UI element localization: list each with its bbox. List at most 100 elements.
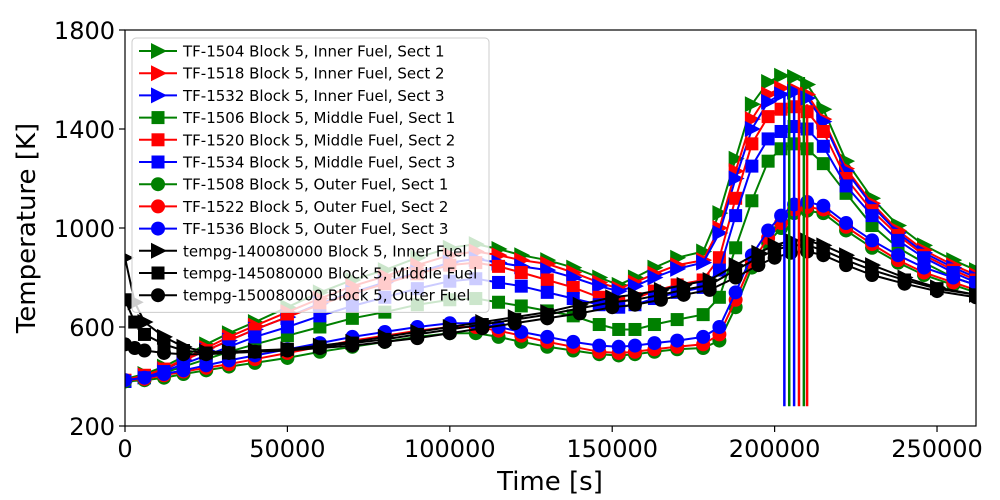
legend-label: TF-1532 Block 5, Inner Fuel, Sect 3 bbox=[182, 87, 445, 105]
legend-marker bbox=[151, 266, 165, 280]
data-point bbox=[712, 320, 727, 334]
legend-item: TF-1518 Block 5, Inner Fuel, Sect 2 bbox=[139, 65, 445, 83]
data-point bbox=[612, 322, 626, 336]
data-point bbox=[816, 139, 830, 153]
vertical-drops bbox=[783, 77, 809, 407]
data-point bbox=[761, 154, 775, 168]
data-point bbox=[540, 285, 554, 299]
x-tick-label: 0 bbox=[117, 435, 132, 463]
data-point bbox=[774, 102, 788, 116]
data-point bbox=[891, 233, 905, 247]
data-point bbox=[745, 194, 759, 208]
y-tick-label: 1000 bbox=[54, 215, 115, 243]
legend-item: TF-1534 Block 5, Middle Fuel, Sect 3 bbox=[139, 154, 455, 172]
data-point bbox=[572, 306, 587, 321]
data-point bbox=[592, 338, 607, 353]
legend-marker bbox=[151, 133, 165, 147]
legend-item: TF-1522 Block 5, Outer Fuel, Sect 2 bbox=[139, 198, 448, 216]
x-tick-label: 200000 bbox=[729, 435, 821, 463]
y-tick-label: 1800 bbox=[54, 17, 115, 45]
data-point bbox=[767, 250, 782, 265]
data-point bbox=[774, 124, 788, 138]
data-point bbox=[540, 329, 555, 344]
legend-label: TF-1504 Block 5, Inner Fuel, Sect 1 bbox=[182, 43, 445, 61]
data-point bbox=[492, 275, 506, 289]
data-point bbox=[280, 320, 294, 334]
data-point bbox=[744, 121, 761, 137]
data-point bbox=[761, 110, 775, 124]
legend-item: TF-1508 Block 5, Outer Fuel, Sect 1 bbox=[139, 176, 448, 194]
x-tick-label: 150000 bbox=[566, 435, 658, 463]
data-point bbox=[176, 347, 191, 362]
legend-item: TF-1536 Block 5, Outer Fuel, Sect 3 bbox=[139, 220, 448, 238]
series-11 bbox=[125, 244, 976, 362]
data-point bbox=[199, 358, 214, 373]
data-point bbox=[514, 299, 528, 313]
data-point bbox=[540, 311, 555, 326]
legend-marker bbox=[151, 288, 165, 303]
legend-label: TF-1506 Block 5, Middle Fuel, Sect 1 bbox=[182, 109, 455, 127]
legend-marker bbox=[151, 43, 167, 59]
data-point bbox=[696, 329, 711, 344]
data-point bbox=[729, 209, 743, 223]
legend-item: TF-1520 Block 5, Middle Fuel, Sect 2 bbox=[139, 131, 455, 149]
data-point bbox=[611, 339, 626, 354]
data-point bbox=[745, 159, 759, 173]
data-point bbox=[745, 137, 759, 151]
data-point bbox=[917, 251, 931, 265]
data-point bbox=[156, 345, 171, 360]
data-point bbox=[345, 338, 360, 353]
data-point bbox=[128, 315, 142, 329]
data-point bbox=[345, 311, 359, 325]
data-point bbox=[647, 318, 661, 332]
data-point bbox=[647, 269, 664, 286]
data-point bbox=[566, 334, 581, 349]
data-point bbox=[137, 343, 152, 358]
data-point bbox=[566, 280, 580, 294]
data-point bbox=[137, 370, 152, 385]
data-point bbox=[865, 233, 880, 248]
data-point bbox=[839, 216, 854, 231]
legend-label: TF-1508 Block 5, Outer Fuel, Sect 1 bbox=[182, 176, 448, 194]
data-point bbox=[492, 259, 506, 273]
legend-marker bbox=[151, 177, 165, 192]
data-point bbox=[761, 223, 776, 238]
data-point bbox=[199, 347, 214, 362]
data-point bbox=[312, 341, 327, 356]
data-point bbox=[744, 96, 761, 113]
data-point bbox=[592, 278, 609, 295]
series-line bbox=[125, 250, 976, 356]
y-tick-label: 1400 bbox=[54, 116, 115, 144]
data-point bbox=[696, 308, 710, 322]
data-point bbox=[761, 73, 778, 90]
data-point bbox=[670, 333, 685, 348]
legend-item: tempg-140080000 Block 5, Inner Fuel bbox=[139, 242, 467, 260]
y-tick-label: 200 bbox=[69, 413, 115, 441]
data-point bbox=[946, 270, 961, 285]
data-point bbox=[761, 132, 775, 146]
data-point bbox=[627, 338, 642, 353]
data-point bbox=[787, 69, 804, 86]
data-point bbox=[492, 295, 506, 309]
data-point bbox=[670, 260, 687, 277]
data-point bbox=[712, 290, 726, 304]
legend-label: TF-1520 Block 5, Middle Fuel, Sect 2 bbox=[182, 131, 455, 149]
data-point bbox=[507, 316, 522, 331]
data-point bbox=[816, 248, 831, 263]
legend-label: TF-1518 Block 5, Inner Fuel, Sect 2 bbox=[182, 65, 445, 83]
x-tick-label: 100000 bbox=[404, 435, 496, 463]
data-point bbox=[280, 310, 294, 324]
series-line bbox=[125, 239, 976, 353]
data-point bbox=[897, 276, 912, 291]
legend-marker bbox=[151, 242, 167, 259]
data-point bbox=[628, 322, 642, 336]
legend-marker bbox=[151, 221, 165, 236]
data-point bbox=[156, 367, 171, 382]
data-point bbox=[891, 248, 906, 263]
data-point bbox=[248, 330, 262, 344]
data-point bbox=[930, 284, 945, 299]
data-point bbox=[774, 67, 791, 84]
data-point bbox=[839, 258, 854, 273]
data-point bbox=[728, 285, 743, 300]
data-point bbox=[125, 373, 132, 388]
